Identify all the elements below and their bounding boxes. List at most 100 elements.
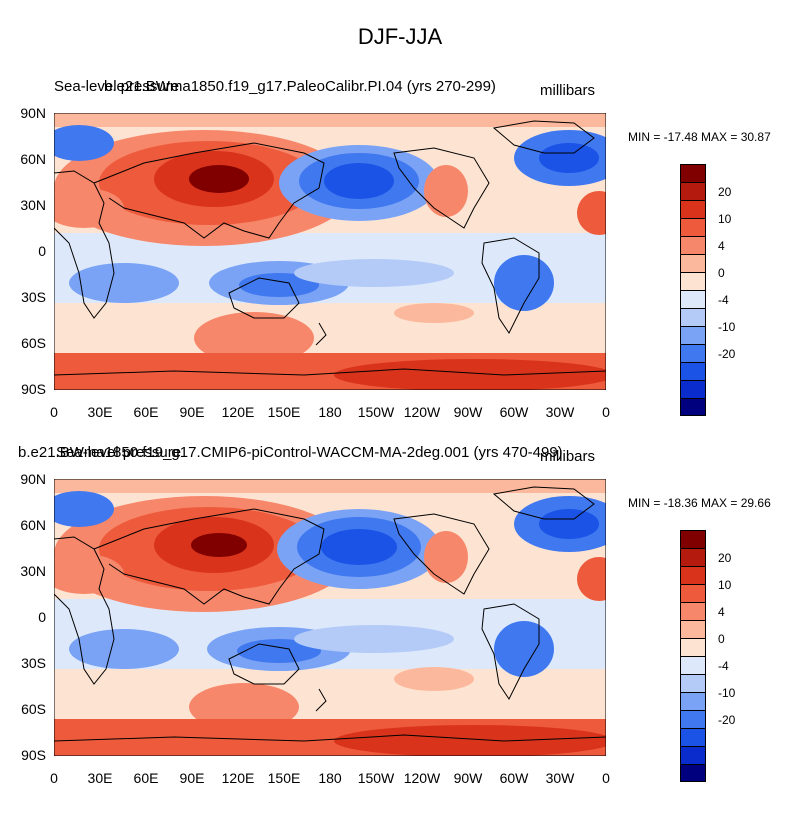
colorbar-swatch bbox=[680, 566, 706, 584]
south-pacific-high bbox=[394, 667, 474, 691]
colorbar-swatch bbox=[680, 308, 706, 326]
colorbar-swatch bbox=[680, 602, 706, 620]
colorbar-swatch bbox=[680, 764, 706, 782]
africa-high bbox=[54, 554, 124, 594]
colorbar-swatch bbox=[680, 344, 706, 362]
case-name: b.e21.BWma1850.f19_g17.CMIP6-piControl-W… bbox=[18, 444, 563, 461]
colorbar-swatch bbox=[680, 200, 706, 218]
min-max-label: MIN = -18.36 MAX = 29.66 bbox=[628, 496, 771, 510]
lon-tick-label: 90E bbox=[179, 770, 205, 786]
lon-tick-label: 0 bbox=[50, 770, 58, 786]
lon-tick-label: 60W bbox=[499, 404, 529, 420]
case-name: b.e21.BWma1850.f19_g17.PaleoCalibr.PI.04… bbox=[104, 78, 496, 95]
aleutian-low-inner bbox=[324, 163, 394, 199]
lon-tick-label: 0 bbox=[602, 770, 610, 786]
lat-tick-label: 60N bbox=[20, 517, 46, 533]
colorbar-label: -4 bbox=[718, 659, 729, 673]
colorbar-swatch bbox=[680, 656, 706, 674]
units-label: millibars bbox=[540, 82, 596, 99]
lon-tick-label: 60W bbox=[499, 770, 529, 786]
slp-contour-map bbox=[54, 113, 606, 390]
lat-tick-label: 0 bbox=[38, 243, 46, 259]
colorbar-swatch bbox=[680, 398, 706, 416]
lon-tick-label: 150W bbox=[357, 404, 395, 420]
colorbar-swatch bbox=[680, 710, 706, 728]
colorbar-swatch bbox=[680, 326, 706, 344]
colorbar-label: -10 bbox=[718, 686, 736, 700]
coastlines bbox=[54, 486, 606, 742]
pacific-low bbox=[294, 259, 454, 287]
pacific-low bbox=[294, 625, 454, 653]
lon-tick-label: 180 bbox=[318, 770, 342, 786]
lon-tick-label: 120E bbox=[221, 770, 255, 786]
colorbar-swatch bbox=[680, 254, 706, 272]
lon-tick-label: 30W bbox=[545, 770, 575, 786]
south-indian-high bbox=[194, 312, 314, 364]
colorbar-label: 10 bbox=[718, 212, 732, 226]
map-svg bbox=[54, 113, 606, 390]
atlantic-high bbox=[577, 191, 606, 235]
colorbar-label: 20 bbox=[718, 551, 732, 565]
lat-tick-label: 90S bbox=[21, 381, 46, 397]
lat-tick-label: 90N bbox=[20, 471, 46, 487]
arctic-band bbox=[54, 113, 606, 127]
lon-tick-label: 150E bbox=[267, 404, 301, 420]
units-label: millibars bbox=[540, 448, 596, 465]
variable-name: Sea-level pressure bbox=[56, 444, 182, 461]
colorbar-swatch bbox=[680, 218, 706, 236]
coastlines bbox=[54, 120, 606, 376]
lat-tick-label: 60S bbox=[21, 335, 46, 351]
colorbar-swatch bbox=[680, 692, 706, 710]
namerica-high bbox=[424, 531, 468, 583]
lat-tick-label: 0 bbox=[38, 609, 46, 625]
colorbar bbox=[680, 530, 706, 782]
colorbar-label: 0 bbox=[718, 266, 725, 280]
colorbar-label: 4 bbox=[718, 605, 725, 619]
europe-low bbox=[54, 125, 114, 161]
colorbar-swatch bbox=[680, 362, 706, 380]
colorbar-label: 4 bbox=[718, 239, 725, 253]
icelandic-low-core bbox=[539, 509, 599, 539]
lat-tick-label: 90N bbox=[20, 105, 46, 121]
lon-tick-label: 150E bbox=[267, 770, 301, 786]
colorbar-swatch bbox=[680, 182, 706, 200]
map-svg bbox=[54, 479, 606, 756]
colorbar-swatch bbox=[680, 164, 706, 182]
lon-tick-label: 90W bbox=[453, 770, 483, 786]
lon-tick-label: 120E bbox=[221, 404, 255, 420]
colorbar-swatch bbox=[680, 584, 706, 602]
lon-tick-label: 90W bbox=[453, 404, 483, 420]
figure-title: DJF-JJA bbox=[357, 24, 443, 49]
south-pacific-high bbox=[394, 303, 474, 323]
lon-tick-label: 120W bbox=[403, 770, 441, 786]
min-max-label: MIN = -17.48 MAX = 30.87 bbox=[628, 130, 771, 144]
lat-tick-label: 30N bbox=[20, 563, 46, 579]
arctic-band bbox=[54, 479, 606, 493]
lon-tick-label: 60E bbox=[133, 770, 159, 786]
variable-name: Sea-level pressure bbox=[54, 78, 180, 95]
lat-tick-label: 30S bbox=[21, 289, 46, 305]
australia-low-core bbox=[239, 273, 319, 297]
europe-low bbox=[54, 491, 114, 527]
colorbar-swatch bbox=[680, 548, 706, 566]
colorbar-swatch bbox=[680, 530, 706, 548]
colorbar-label: -10 bbox=[718, 320, 736, 334]
lon-tick-label: 30W bbox=[545, 404, 575, 420]
lon-tick-label: 0 bbox=[602, 404, 610, 420]
colorbar-label: 10 bbox=[718, 578, 732, 592]
colorbar bbox=[680, 164, 706, 416]
antarctic-high-core bbox=[334, 725, 606, 756]
lon-tick-label: 30E bbox=[87, 770, 113, 786]
colorbar-label: 20 bbox=[718, 185, 732, 199]
colorbar-swatch bbox=[680, 272, 706, 290]
colorbar-swatch bbox=[680, 638, 706, 656]
africa-high bbox=[54, 188, 124, 228]
lat-tick-label: 30S bbox=[21, 655, 46, 671]
antarctic-high-core bbox=[334, 359, 606, 390]
namerica-high bbox=[424, 165, 468, 217]
lat-tick-label: 90S bbox=[21, 747, 46, 763]
colorbar-label: -20 bbox=[718, 713, 736, 727]
asia-high-core bbox=[189, 165, 249, 193]
atlantic-high bbox=[577, 557, 606, 601]
map-panel-top: Sea-level pressure b.e21.BWma1850.f19_g1… bbox=[0, 78, 800, 448]
